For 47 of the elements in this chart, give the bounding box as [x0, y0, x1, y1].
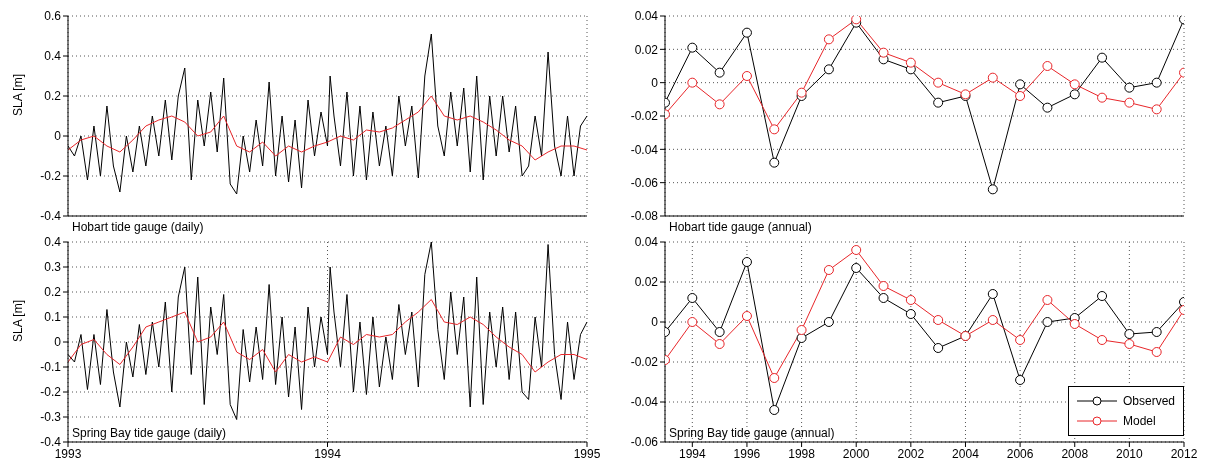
x-tick-label: 1998 [788, 446, 816, 461]
y-tick-label: 0.04 [634, 235, 659, 250]
text: Hobart tide gauge (annual) [669, 220, 812, 234]
y-tick-label: 0.4 [44, 49, 62, 64]
y-axis-title: SLA [m] [11, 299, 26, 342]
y-tick-label: 0.02 [634, 42, 659, 57]
y-tick-label: -0.4 [40, 209, 62, 224]
y-tick-label: 0 [651, 315, 659, 330]
y-tick-label: -0.02 [630, 109, 659, 124]
y-tick-label: -0.02 [630, 355, 659, 370]
x-tick-label: 2012 [1170, 446, 1198, 461]
x-tick-label: 1994 [678, 446, 706, 461]
y-tick-label: 0.1 [44, 310, 62, 325]
x-tick-label: 2000 [842, 446, 870, 461]
y-tick-label: -0.08 [630, 209, 659, 224]
x-tick-label: 2010 [1116, 446, 1144, 461]
text: Hobart tide gauge (daily) [72, 220, 204, 234]
y-tick-label: 0.02 [634, 275, 659, 290]
y-tick-label: -0.1 [40, 360, 62, 375]
y-tick-label: -0.06 [630, 435, 659, 450]
annotation: Spring Bay tide gauge (daily) [72, 426, 227, 440]
y-tick-label: 0 [651, 75, 659, 90]
x-tick-label: 2008 [1061, 446, 1089, 461]
y-tick-label: -0.04 [630, 395, 659, 410]
y-tick-label: 0 [54, 335, 62, 350]
annotation: Spring Bay tide gauge (annual) [669, 426, 835, 440]
x-tick-label: 2004 [952, 446, 980, 461]
x-tick-label: 1996 [733, 446, 761, 461]
y-tick-label: 0.4 [44, 235, 62, 250]
y-tick-label: 0.2 [44, 285, 62, 300]
x-tick-label: 1995 [573, 446, 601, 461]
x-tick-label: 2002 [897, 446, 925, 461]
y-tick-label: 0.2 [44, 89, 62, 104]
y-tick-label: -0.2 [40, 169, 62, 184]
y-tick-label: -0.04 [630, 142, 659, 157]
y-tick-label: 0 [54, 129, 62, 144]
y-axis-title: SLA [m] [11, 73, 26, 116]
x-tick-label: 1994 [314, 446, 342, 461]
y-tick-label: -0.3 [40, 410, 62, 425]
legend-label: Observed [1122, 394, 1175, 408]
legend-label: Model [1122, 414, 1156, 428]
y-tick-label: 0.04 [634, 9, 659, 24]
y-tick-label: 0.6 [44, 9, 62, 24]
y-tick-label: -0.06 [630, 175, 659, 190]
x-tick-label: 2006 [1006, 446, 1034, 461]
y-tick-label: 0.3 [44, 260, 62, 275]
y-tick-label: -0.2 [40, 385, 62, 400]
